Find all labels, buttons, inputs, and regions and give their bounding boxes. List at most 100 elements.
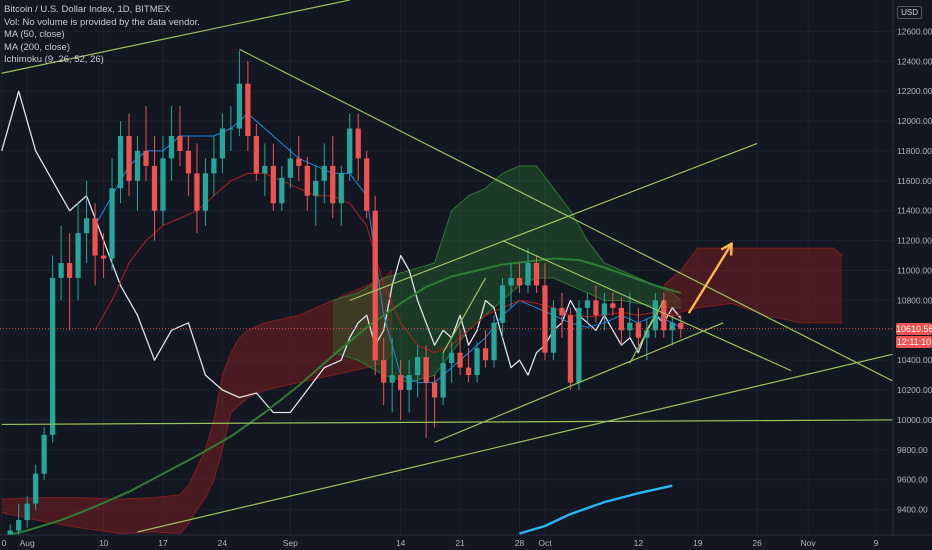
candle[interactable] [41, 427, 47, 480]
candle[interactable] [601, 292, 608, 331]
candle[interactable] [177, 106, 183, 166]
candle[interactable] [270, 143, 276, 211]
candle[interactable] [211, 135, 217, 196]
minor-rise-right[interactable] [629, 300, 665, 364]
candle[interactable] [533, 255, 540, 293]
candle[interactable] [440, 352, 446, 405]
candle[interactable] [644, 318, 650, 361]
candle[interactable] [58, 225, 64, 301]
candle[interactable] [168, 106, 175, 181]
candle[interactable] [236, 50, 243, 136]
legend-volume[interactable]: Vol: No volume is provided by the data v… [4, 16, 200, 28]
candle[interactable] [457, 330, 463, 376]
legend-ma200[interactable]: MA (200, close) [4, 41, 70, 53]
ascending-support-wide[interactable] [137, 353, 894, 533]
time-tick-label: 26 [752, 538, 762, 548]
candle[interactable] [160, 135, 166, 226]
candle[interactable] [304, 156, 310, 211]
candle[interactable] [364, 150, 370, 219]
candle[interactable] [406, 360, 412, 413]
candle[interactable] [508, 263, 514, 308]
candle[interactable] [669, 315, 675, 346]
candle[interactable] [245, 61, 251, 151]
candle[interactable] [550, 300, 557, 361]
candle-body [211, 158, 217, 174]
candle[interactable] [567, 307, 574, 391]
candle[interactable] [151, 135, 158, 241]
candle[interactable] [448, 342, 455, 383]
candle[interactable] [24, 496, 30, 528]
candle[interactable] [431, 375, 438, 428]
candle[interactable] [372, 195, 378, 376]
candle[interactable] [381, 337, 387, 405]
candle[interactable] [627, 292, 633, 338]
descending-resistance-main[interactable] [239, 48, 894, 382]
candle[interactable] [465, 348, 472, 383]
horizontal-support[interactable] [1, 419, 894, 426]
candle-body [296, 158, 302, 166]
candle[interactable] [499, 277, 506, 338]
candle[interactable] [474, 342, 480, 383]
candle[interactable] [610, 292, 616, 316]
candle[interactable] [482, 330, 489, 368]
candle[interactable] [287, 147, 293, 189]
candle[interactable] [330, 135, 336, 219]
candle[interactable] [185, 135, 192, 196]
candle[interactable] [33, 464, 39, 510]
candle[interactable] [92, 203, 98, 286]
candle[interactable] [389, 337, 395, 413]
minor-rise-left[interactable] [442, 277, 487, 353]
candle[interactable] [219, 113, 226, 174]
descending-resistance-lower[interactable] [502, 240, 792, 372]
candle[interactable] [618, 297, 624, 346]
candle[interactable] [296, 135, 302, 181]
projection-arrow[interactable] [688, 242, 733, 314]
candle[interactable] [347, 113, 353, 181]
candle[interactable] [559, 292, 565, 338]
candle[interactable] [143, 106, 149, 181]
candle[interactable] [117, 121, 124, 204]
candle[interactable] [398, 360, 404, 420]
candle[interactable] [542, 263, 548, 361]
candle-body [279, 177, 285, 204]
time-axis-panel [0, 535, 932, 550]
legend-title[interactable]: Bitcoin / U.S. Dollar Index, 1D, BITMEX [4, 4, 171, 15]
candle[interactable] [202, 158, 209, 226]
candle[interactable] [16, 503, 22, 538]
legend-ichimoku[interactable]: Ichimoku (9, 26, 52, 26) [4, 54, 104, 65]
currency-label[interactable]: USD [897, 6, 922, 19]
candle[interactable] [516, 263, 523, 293]
candle[interactable] [415, 345, 421, 398]
candle[interactable] [321, 143, 327, 204]
candle[interactable] [253, 124, 259, 181]
candle[interactable] [525, 248, 531, 293]
candle[interactable] [355, 113, 361, 181]
candle[interactable] [593, 285, 599, 323]
candle[interactable] [75, 203, 81, 301]
candle[interactable] [262, 143, 268, 196]
candles[interactable] [0, 50, 684, 550]
candle[interactable] [491, 315, 497, 368]
candle[interactable] [228, 106, 234, 151]
legend-ma50[interactable]: MA (50, close) [4, 29, 65, 40]
candle[interactable] [279, 165, 285, 211]
candle[interactable] [678, 315, 684, 338]
ascending-channel-upper[interactable] [349, 142, 758, 301]
candle[interactable] [338, 165, 344, 226]
trendlines[interactable] [0, 0, 894, 533]
candle[interactable] [134, 135, 141, 211]
candle-body [83, 218, 90, 234]
candle[interactable] [83, 180, 90, 264]
candle[interactable] [313, 165, 319, 226]
candle[interactable] [100, 233, 107, 278]
candle[interactable] [194, 143, 200, 234]
candle[interactable] [49, 255, 56, 443]
candle[interactable] [109, 158, 115, 271]
candle[interactable] [584, 292, 591, 323]
candle[interactable] [576, 300, 582, 391]
top-channel-line[interactable] [1, 0, 350, 74]
candle[interactable] [66, 233, 73, 331]
candle[interactable] [126, 113, 132, 196]
candle[interactable] [635, 307, 641, 346]
